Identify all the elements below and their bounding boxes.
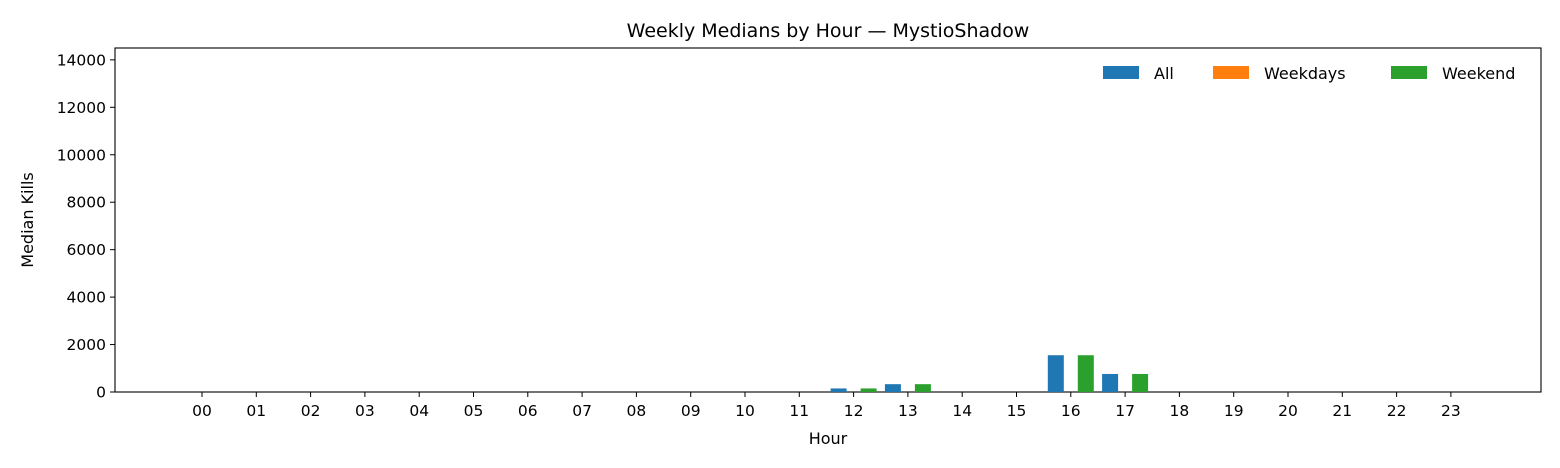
bars (830, 355, 1149, 392)
y-axis-label: Median Kills (18, 172, 37, 267)
x-tick-label: 00 (192, 402, 212, 420)
x-tick-label: 01 (246, 402, 266, 420)
x-tick-label: 22 (1387, 402, 1407, 420)
x-tick-label: 05 (464, 402, 484, 420)
bar-weekend-17 (1132, 373, 1149, 392)
y-tick-label: 2000 (67, 336, 106, 354)
x-tick-label: 18 (1170, 402, 1190, 420)
x-tick-label: 04 (409, 402, 429, 420)
x-tick-label: 23 (1441, 402, 1461, 420)
x-tick-label: 21 (1332, 402, 1352, 420)
y-tick-label: 4000 (67, 289, 106, 307)
bar-weekend-16 (1077, 355, 1094, 392)
y-tick-label: 10000 (57, 146, 106, 164)
x-tick-label: 11 (789, 402, 809, 420)
bar-weekend-13 (914, 384, 931, 392)
x-tick-label: 06 (518, 402, 538, 420)
x-tick-label: 12 (844, 402, 864, 420)
x-tick-label: 20 (1278, 402, 1298, 420)
x-tick-label: 17 (1115, 402, 1135, 420)
x-tick-label: 02 (301, 402, 321, 420)
x-axis-label: Hour (809, 429, 848, 448)
bar-all-16 (1047, 355, 1064, 392)
x-tick-label: 03 (355, 402, 375, 420)
legend: All Weekdays Weekend (1103, 64, 1515, 83)
legend-label-weekend: Weekend (1442, 64, 1515, 83)
plot-frame (114, 47, 1542, 393)
x-tick-label: 14 (952, 402, 972, 420)
bar-all-12 (830, 388, 847, 392)
x-tick-label: 16 (1061, 402, 1081, 420)
legend-swatch-all (1103, 66, 1139, 79)
legend-swatch-weekend (1391, 66, 1427, 79)
legend-label-weekdays: Weekdays (1264, 64, 1346, 83)
y-tick-label: 0 (96, 384, 106, 402)
x-tick-label: 10 (735, 402, 755, 420)
x-tick-label: 09 (681, 402, 701, 420)
bar-all-13 (884, 384, 901, 392)
bar-all-17 (1102, 373, 1119, 392)
legend-swatch-weekdays (1213, 66, 1249, 79)
y-tick-label: 12000 (57, 99, 106, 117)
legend-label-all: All (1154, 64, 1174, 83)
y-tick-label: 6000 (67, 241, 106, 259)
x-tick-label: 08 (627, 402, 647, 420)
y-tick-label: 14000 (57, 51, 106, 69)
y-tick-label: 8000 (67, 194, 106, 212)
y-axis: 0 2000 4000 6000 8000 10000 12000 14000 (57, 51, 115, 402)
x-tick-label: 13 (898, 402, 918, 420)
x-axis: 00 01 02 03 04 05 06 07 08 09 10 11 12 13 14 15 16 17 18 19… (192, 392, 1461, 420)
x-tick-label: 07 (572, 402, 592, 420)
x-tick-label: 15 (1007, 402, 1027, 420)
bar-weekend-12 (860, 388, 877, 392)
plot-area (114, 47, 1542, 393)
chart-title: Weekly Medians by Hour — MystioShadow (627, 20, 1030, 42)
x-tick-label: 19 (1224, 402, 1244, 420)
